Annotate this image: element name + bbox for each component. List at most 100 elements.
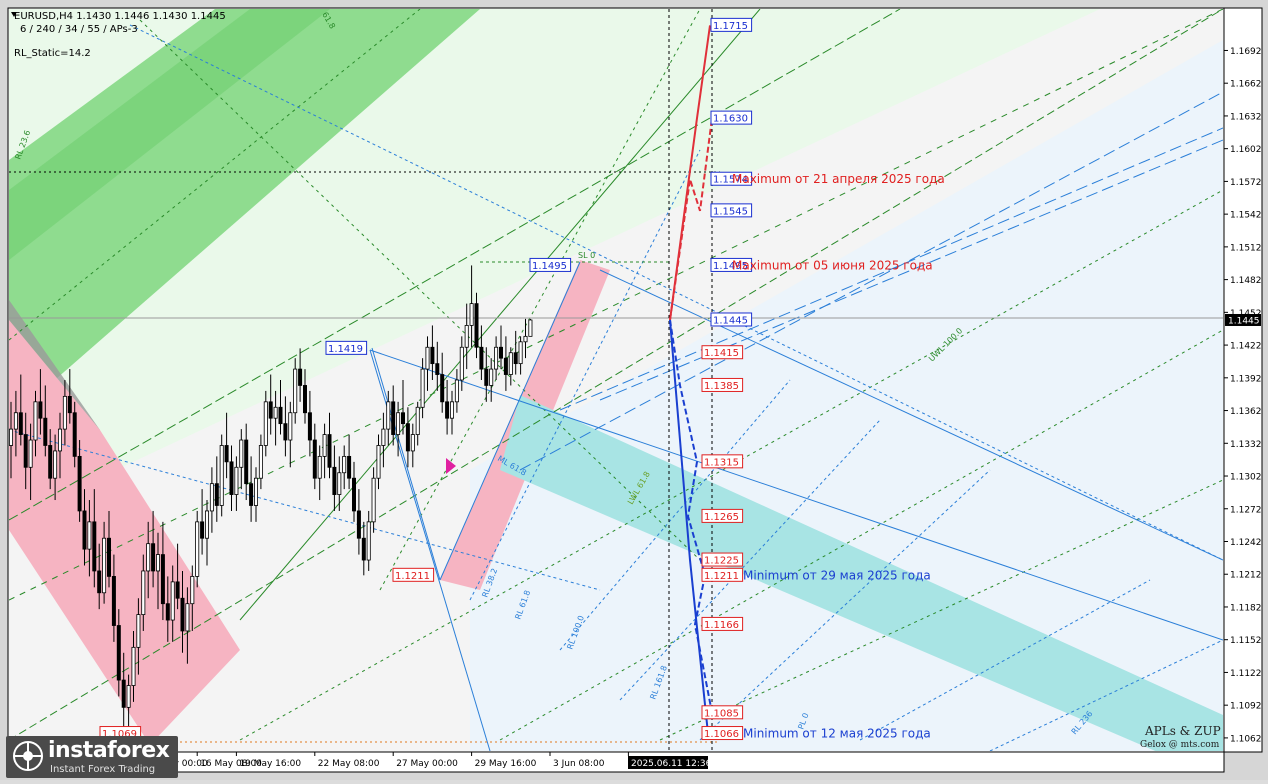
analysis-line xyxy=(519,91,1223,471)
level-label-red-box xyxy=(701,508,744,523)
level-label-blue: 1.1574 xyxy=(713,175,748,186)
candle xyxy=(464,303,469,370)
candle-body xyxy=(229,461,234,495)
level-label-blue: 1.1495 xyxy=(713,261,748,272)
candle xyxy=(121,652,126,730)
candle xyxy=(381,412,386,468)
candle xyxy=(224,412,229,479)
candle-body xyxy=(459,346,464,381)
instaforex-watermark: instaforex Instant Forex Trading xyxy=(6,736,178,778)
level-label-red: 1.1385 xyxy=(704,381,739,392)
forecast-blue-dashed xyxy=(669,319,713,713)
candle xyxy=(175,543,180,610)
candle-body xyxy=(224,445,229,463)
level-label-blue: 1.1715 xyxy=(713,21,748,32)
candle-body xyxy=(190,576,195,605)
candle-body xyxy=(410,434,415,452)
candle xyxy=(229,445,234,511)
y-tick-label: 1.1332 xyxy=(1230,440,1262,450)
candle xyxy=(298,348,303,402)
y-tick-label: 1.1572 xyxy=(1230,178,1262,188)
candle-body xyxy=(155,554,160,572)
forecast-red-dashed xyxy=(669,117,713,321)
candle xyxy=(307,390,312,457)
candle xyxy=(204,500,209,566)
analysis-line xyxy=(9,9,1223,741)
analysis-line xyxy=(499,329,1223,741)
candle-body xyxy=(38,401,43,419)
candle xyxy=(131,630,136,702)
candle xyxy=(528,318,533,337)
candle-body xyxy=(18,412,23,435)
candle-body xyxy=(146,543,151,572)
candle xyxy=(278,380,283,435)
candle xyxy=(92,489,97,588)
price-annotation: Maximum от 21 апреля 2025 года xyxy=(732,172,945,186)
analysis-line xyxy=(9,9,901,521)
candle-body xyxy=(484,368,489,386)
candle-body xyxy=(356,510,361,539)
candle-body xyxy=(337,472,342,495)
candle xyxy=(77,440,82,522)
candle-body xyxy=(72,412,77,457)
y-tick-label: 1.1362 xyxy=(1230,407,1262,417)
candle xyxy=(523,318,528,359)
candle-body xyxy=(244,439,249,485)
candle-body xyxy=(288,412,293,441)
candle-body xyxy=(180,597,185,632)
candle xyxy=(170,565,175,642)
candle-body xyxy=(474,303,479,348)
candle-body xyxy=(332,466,337,495)
candle xyxy=(165,576,170,642)
candles xyxy=(9,265,533,731)
y-tick-label: 1.1482 xyxy=(1230,276,1262,286)
candle xyxy=(249,456,254,522)
candle xyxy=(33,390,38,457)
candle-body xyxy=(53,450,58,479)
candle xyxy=(474,292,479,359)
y-tick-label: 1.1602 xyxy=(1230,145,1262,155)
candle xyxy=(459,336,464,391)
candle xyxy=(396,401,401,457)
price-annotation: Minimum от 29 мая 2025 года xyxy=(743,568,931,582)
candle-body xyxy=(209,483,214,512)
candle-body xyxy=(376,445,381,479)
analysis-line xyxy=(379,9,701,591)
analysis-line xyxy=(439,261,581,581)
candle-body xyxy=(151,543,156,572)
candle-body xyxy=(405,423,410,452)
candle xyxy=(244,423,249,501)
candle xyxy=(391,385,396,446)
x-tick-label: 3 Jun 08:00 xyxy=(553,759,605,769)
candle xyxy=(342,445,347,490)
candle-body xyxy=(469,303,474,326)
candle xyxy=(420,358,425,419)
candle-body xyxy=(430,346,435,365)
candle-body xyxy=(298,368,303,386)
collapse-arrow-icon[interactable] xyxy=(11,12,17,17)
level-label-blue-box xyxy=(710,17,753,32)
candle-body xyxy=(185,603,190,632)
candle xyxy=(327,412,332,479)
candle-body xyxy=(268,401,273,419)
level-label-red-box xyxy=(701,377,744,392)
candle xyxy=(400,380,405,435)
candle xyxy=(107,510,112,588)
candle-body xyxy=(381,428,386,446)
candle xyxy=(503,336,508,391)
level-label-blue-box xyxy=(710,312,753,327)
swing-label-high: 1.1495 xyxy=(532,261,567,272)
candle-body xyxy=(175,581,180,599)
x-tick-label: 29 May 16:00 xyxy=(475,759,537,769)
candle-body xyxy=(131,646,136,686)
candle-body xyxy=(479,346,484,370)
analysis-line xyxy=(9,9,1223,601)
candle xyxy=(302,369,307,424)
candle-body xyxy=(33,401,38,441)
candle-body xyxy=(518,341,523,365)
indicator-line: 6 / 240 / 34 / 55 / APs-3 xyxy=(20,24,138,35)
candle xyxy=(180,570,185,653)
candle xyxy=(425,336,430,391)
candle xyxy=(151,510,156,588)
